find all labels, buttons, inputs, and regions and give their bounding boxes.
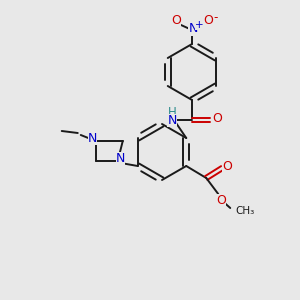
Text: O: O <box>203 14 213 28</box>
Text: CH₃: CH₃ <box>235 206 254 216</box>
Text: N: N <box>167 113 177 127</box>
Text: O: O <box>222 160 232 172</box>
Text: H: H <box>168 106 176 118</box>
Text: O: O <box>171 14 181 28</box>
Text: N: N <box>116 152 125 164</box>
Text: +: + <box>195 20 203 30</box>
Text: N: N <box>88 131 98 145</box>
Text: N: N <box>188 22 198 35</box>
Text: O: O <box>216 194 226 206</box>
Text: O: O <box>212 112 222 125</box>
Text: -: - <box>214 11 218 25</box>
